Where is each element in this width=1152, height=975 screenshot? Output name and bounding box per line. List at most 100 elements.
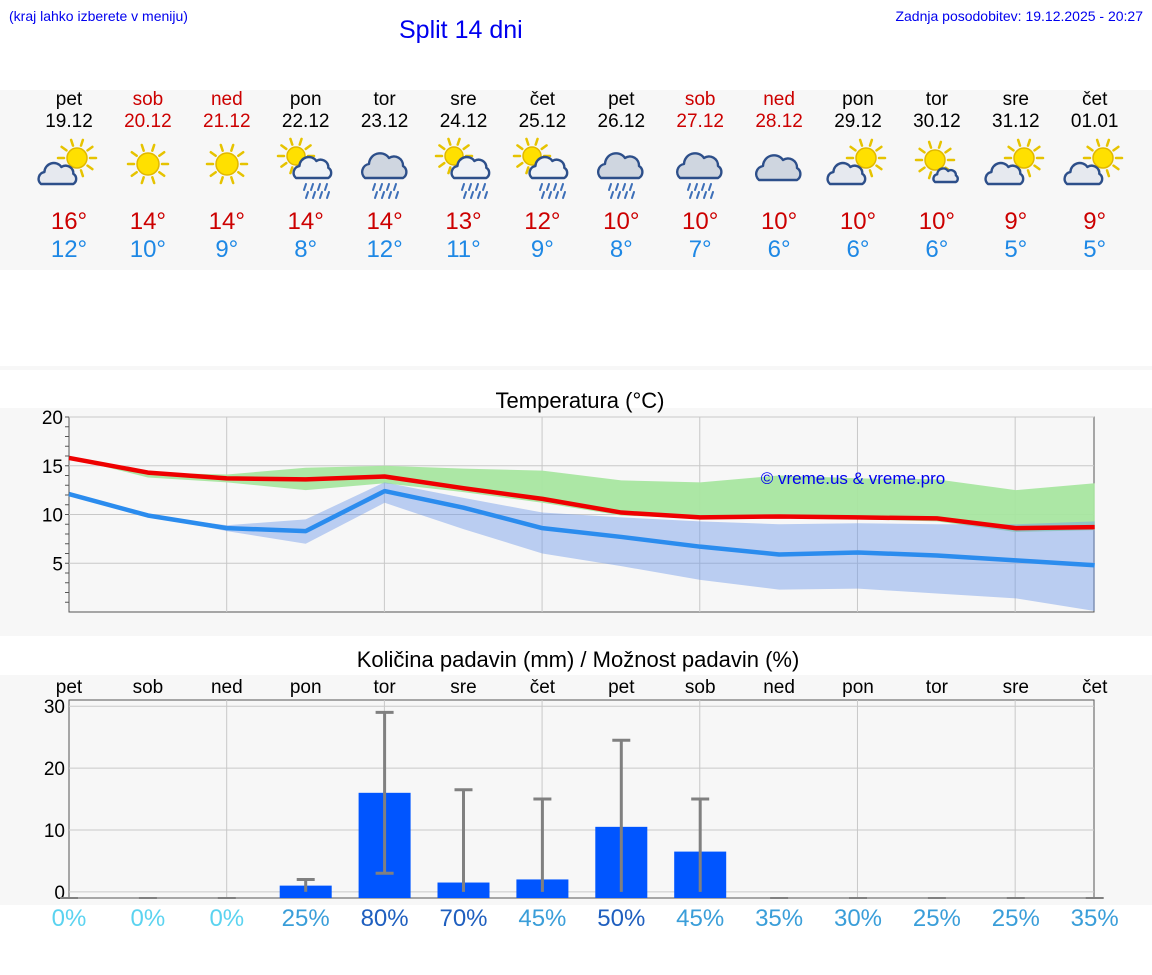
divider xyxy=(0,366,1152,370)
day-name: ned xyxy=(210,89,243,110)
x-category-label: sob xyxy=(685,677,716,698)
x-category-label: pet xyxy=(56,677,83,698)
day-column: ned 21.12 14° 9° xyxy=(187,90,267,264)
y-tick-label: 0 xyxy=(54,883,65,904)
day-date: 28.12 xyxy=(755,111,803,132)
day-column: ned 28.12 10° 6° xyxy=(739,90,819,264)
temp-max: 16° xyxy=(50,208,88,235)
temp-max: 9° xyxy=(1083,208,1107,235)
x-category-label: pet xyxy=(608,677,635,698)
temp-max: 14° xyxy=(366,208,403,235)
temp-min: 5° xyxy=(1004,236,1028,263)
x-category-label: ned xyxy=(211,677,243,698)
precipitation-probability: 70% xyxy=(439,905,488,932)
day-date: 25.12 xyxy=(518,111,567,132)
temp-min: 6° xyxy=(846,236,870,263)
day-date: 23.12 xyxy=(360,111,409,132)
cloud-icon xyxy=(739,134,819,200)
day-column: sob 20.12 14° 10° xyxy=(108,90,188,264)
temp-min: 10° xyxy=(129,236,167,263)
precipitation-probability: 80% xyxy=(360,905,409,932)
x-category-label: pon xyxy=(842,677,874,698)
temp-max: 12° xyxy=(524,208,561,235)
day-date: 24.12 xyxy=(439,111,488,132)
x-category-label: sre xyxy=(1003,677,1029,698)
temp-min: 11° xyxy=(446,236,481,263)
x-category-label: tor xyxy=(374,677,397,698)
x-category-label: čet xyxy=(1082,677,1108,698)
precipitation-chart: Količina padavin (mm) / Možnost padavin … xyxy=(0,647,1152,905)
day-column: sob 27.12 10° 7° xyxy=(660,90,740,264)
day-date: 19.12 xyxy=(45,111,93,132)
cloud-rain-icon xyxy=(345,134,425,200)
temp-min: 8° xyxy=(609,236,633,263)
precipitation-probability: 0% xyxy=(51,905,87,932)
sun-cloud-rain-icon xyxy=(424,134,504,200)
daily-forecast-panel xyxy=(0,90,1152,270)
day-column: čet 25.12 12° 9° xyxy=(502,90,582,264)
sun-icon xyxy=(108,134,188,200)
temp-max: 10° xyxy=(839,208,877,235)
temp-max: 10° xyxy=(603,208,640,235)
temp-min: 12° xyxy=(366,236,403,263)
temp-min: 9° xyxy=(215,236,239,263)
temp-max: 14° xyxy=(129,208,167,235)
precipitation-probability: 25% xyxy=(912,905,961,932)
day-column: pon 22.12 14° 8° xyxy=(266,90,346,264)
precipitation-probability: 35% xyxy=(1070,905,1119,932)
x-category-label: sre xyxy=(450,677,476,698)
temp-max: 14° xyxy=(208,208,245,235)
x-category-label: čet xyxy=(530,677,556,698)
min-temperature-band xyxy=(69,482,1095,612)
page-title: Split 14 dni xyxy=(399,16,523,44)
sun-small-cloud-icon xyxy=(897,134,977,200)
sun-cloud-rain-icon xyxy=(502,134,582,200)
temp-min: 12° xyxy=(50,236,88,263)
day-name: pet xyxy=(608,89,635,110)
min-temperature-line xyxy=(68,488,1095,568)
temperature-chart: Temperatura (°C) 5 10 15 20 © vreme.us & vrem… xyxy=(0,388,1152,636)
day-name: pon xyxy=(842,89,874,110)
day-name: čet xyxy=(529,89,556,110)
day-name: sre xyxy=(450,89,477,110)
y-tick-label: 15 xyxy=(42,457,63,478)
sun-cloud-icon xyxy=(1055,134,1135,200)
precipitation-probability: 30% xyxy=(833,905,883,932)
cloud-rain-icon xyxy=(660,134,740,200)
chart-title: Temperatura (°C) xyxy=(496,388,665,413)
day-date: 29.12 xyxy=(834,111,882,132)
x-category-label: ned xyxy=(763,677,795,698)
day-column: pet 26.12 10° 8° xyxy=(581,90,661,264)
temp-max: 10° xyxy=(918,208,956,235)
precipitation-probability: 45% xyxy=(676,905,725,932)
day-column: tor 30.12 10° 6° xyxy=(897,90,977,264)
day-column: tor 23.12 14° 12° xyxy=(345,90,425,264)
temp-min: 9° xyxy=(530,236,554,263)
temp-min: 6° xyxy=(767,236,791,263)
x-category-label: tor xyxy=(926,677,949,698)
sun-cloud-icon xyxy=(29,134,109,200)
day-date: 26.12 xyxy=(597,111,646,132)
precipitation-probability: 25% xyxy=(281,905,330,932)
day-name: sob xyxy=(684,89,716,110)
temp-min: 8° xyxy=(294,236,318,263)
day-name: tor xyxy=(925,89,948,110)
precipitation-probability: 35% xyxy=(755,905,804,932)
day-name: pet xyxy=(55,89,83,110)
sun-cloud-rain-icon xyxy=(266,134,346,200)
day-name: sre xyxy=(1002,89,1029,110)
sun-cloud-icon xyxy=(976,134,1056,200)
cloud-rain-icon xyxy=(581,134,661,200)
sun-icon xyxy=(187,134,267,200)
y-tick-label: 20 xyxy=(44,759,65,780)
day-date: 01.01 xyxy=(1070,111,1119,132)
temp-min: 7° xyxy=(688,236,712,263)
temp-max: 13° xyxy=(445,208,482,235)
day-date: 31.12 xyxy=(992,111,1040,132)
day-column: pet 19.12 16° 12° xyxy=(29,90,109,264)
day-name: tor xyxy=(373,89,396,110)
temp-max: 9° xyxy=(1004,208,1028,235)
day-column: sre 31.12 9° 5° xyxy=(976,90,1056,264)
day-column: pon 29.12 10° 6° xyxy=(818,90,898,264)
max-temperature-line xyxy=(68,455,1095,531)
